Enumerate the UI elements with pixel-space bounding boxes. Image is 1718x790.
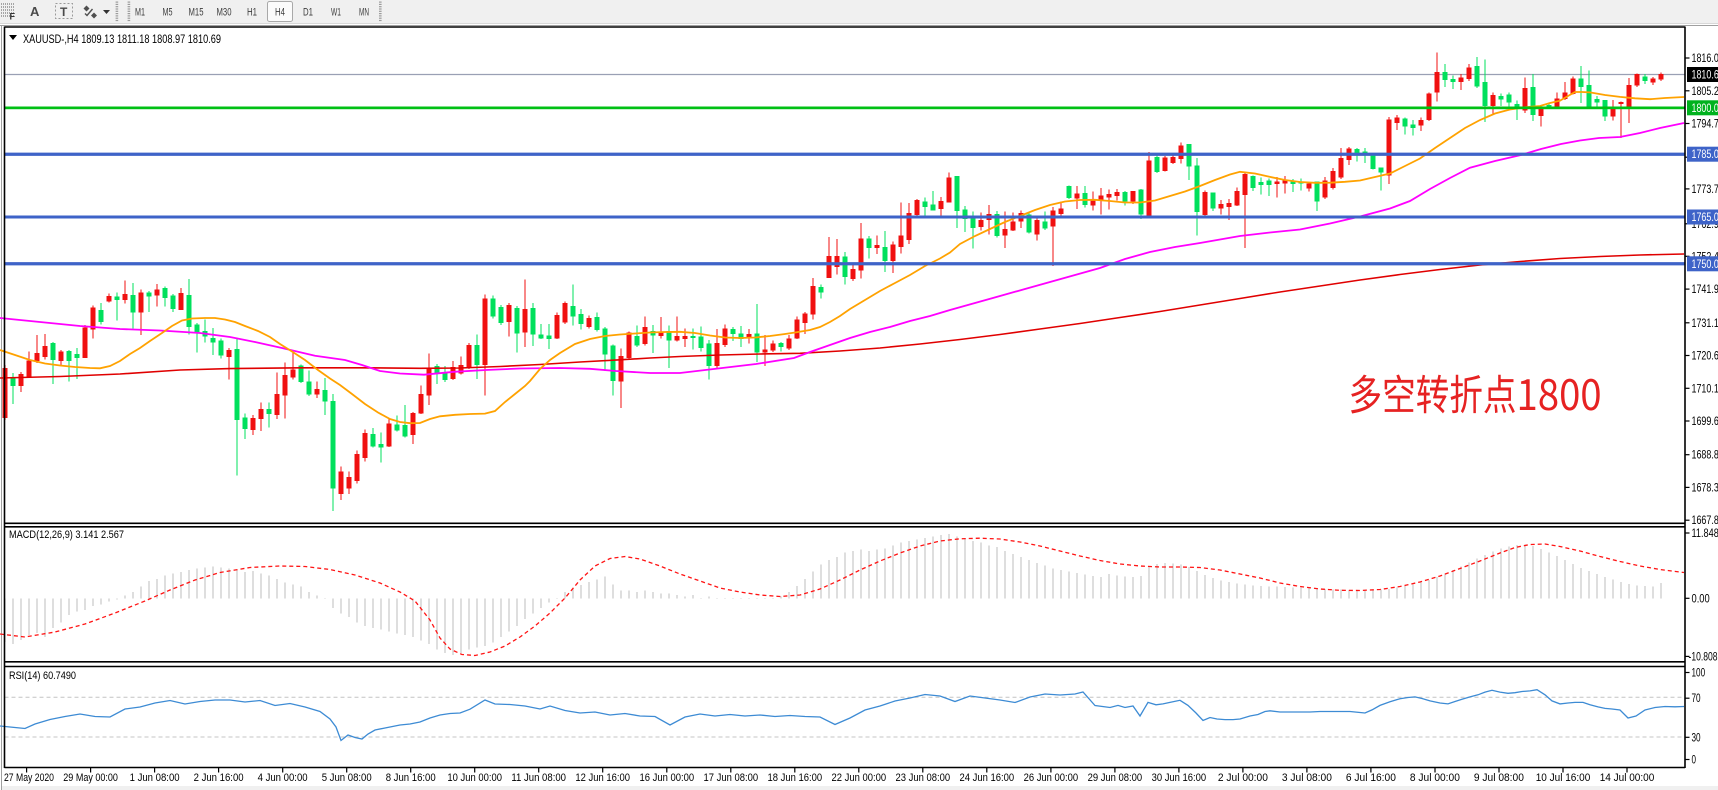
svg-text:MN: MN — [359, 7, 369, 19]
svg-text:1710.1: 1710.1 — [1692, 383, 1718, 395]
svg-text:0.00: 0.00 — [1692, 593, 1710, 605]
svg-text:2 Jun 16:00: 2 Jun 16:00 — [194, 772, 244, 784]
svg-text:30 Jun 16:00: 30 Jun 16:00 — [1152, 772, 1207, 784]
svg-text:1810.6: 1810.6 — [1692, 70, 1718, 82]
svg-text:1 Jun 08:00: 1 Jun 08:00 — [130, 772, 180, 784]
svg-text:30: 30 — [1692, 732, 1701, 744]
svg-text:4 Jun 00:00: 4 Jun 00:00 — [258, 772, 308, 784]
svg-text:12 Jun 16:00: 12 Jun 16:00 — [575, 772, 630, 784]
svg-text:26 Jun 00:00: 26 Jun 00:00 — [1024, 772, 1079, 784]
svg-text:29 Jun 08:00: 29 Jun 08:00 — [1088, 772, 1143, 784]
svg-text:F: F — [10, 12, 16, 22]
svg-text:M30: M30 — [217, 7, 232, 19]
svg-text:1816.0: 1816.0 — [1692, 53, 1718, 65]
svg-text:RSI(14) 60.7490: RSI(14) 60.7490 — [9, 670, 76, 682]
svg-text:T: T — [60, 5, 68, 19]
svg-text:11.848: 11.848 — [1692, 528, 1718, 540]
svg-text:22 Jun 00:00: 22 Jun 00:00 — [832, 772, 887, 784]
svg-text:11 Jun 08:00: 11 Jun 08:00 — [511, 772, 566, 784]
svg-text:18 Jun 16:00: 18 Jun 16:00 — [768, 772, 823, 784]
svg-text:5 Jun 08:00: 5 Jun 08:00 — [322, 772, 372, 784]
svg-text:24 Jun 16:00: 24 Jun 16:00 — [960, 772, 1015, 784]
svg-text:8 Jun 16:00: 8 Jun 16:00 — [386, 772, 436, 784]
svg-text:1720.6: 1720.6 — [1692, 351, 1718, 363]
svg-text:1688.8: 1688.8 — [1692, 450, 1718, 462]
svg-text:16 Jun 00:00: 16 Jun 00:00 — [640, 772, 695, 784]
svg-text:10 Jun 00:00: 10 Jun 00:00 — [447, 772, 502, 784]
svg-text:M15: M15 — [189, 7, 204, 19]
svg-text:H1: H1 — [247, 7, 257, 19]
svg-text:1678.3: 1678.3 — [1692, 482, 1718, 494]
svg-text:2 Jul 00:00: 2 Jul 00:00 — [1218, 772, 1268, 784]
svg-text:1773.7: 1773.7 — [1692, 184, 1718, 196]
svg-text:10 Jul 16:00: 10 Jul 16:00 — [1536, 772, 1591, 784]
svg-text:1800.0: 1800.0 — [1692, 103, 1718, 115]
svg-text:XAUUSD-,H4 1809.13 1811.18 18: XAUUSD-,H4 1809.13 1811.18 1808.97 1810.… — [23, 32, 221, 46]
svg-text:1750.0: 1750.0 — [1692, 259, 1718, 271]
svg-text:27 May 2020: 27 May 2020 — [4, 772, 54, 784]
svg-text:9 Jul 08:00: 9 Jul 08:00 — [1474, 772, 1524, 784]
svg-text:1794.7: 1794.7 — [1692, 119, 1718, 131]
svg-text:3 Jul 08:00: 3 Jul 08:00 — [1282, 772, 1332, 784]
svg-text:M1: M1 — [135, 7, 145, 19]
svg-text:MACD(12,26,9) 3.141 2.567: MACD(12,26,9) 3.141 2.567 — [9, 529, 124, 541]
svg-text:6 Jul 16:00: 6 Jul 16:00 — [1346, 772, 1396, 784]
svg-text:W1: W1 — [331, 7, 341, 19]
svg-text:1785.0: 1785.0 — [1692, 149, 1718, 161]
svg-text:1805.2: 1805.2 — [1692, 86, 1718, 98]
svg-text:100: 100 — [1692, 668, 1706, 680]
svg-text:23 Jun 08:00: 23 Jun 08:00 — [896, 772, 951, 784]
svg-text:M5: M5 — [163, 7, 173, 19]
svg-text:1765.0: 1765.0 — [1692, 212, 1718, 224]
svg-text:14 Jul 00:00: 14 Jul 00:00 — [1600, 772, 1655, 784]
svg-text:1741.9: 1741.9 — [1692, 284, 1718, 296]
svg-text:A: A — [30, 4, 40, 19]
svg-text:29 May 00:00: 29 May 00:00 — [63, 772, 118, 784]
svg-text:H4: H4 — [275, 7, 285, 19]
svg-text:1699.6: 1699.6 — [1692, 416, 1718, 428]
svg-text:D1: D1 — [303, 7, 313, 19]
svg-text:1667.8: 1667.8 — [1692, 515, 1718, 527]
svg-text:8 Jul 00:00: 8 Jul 00:00 — [1410, 772, 1460, 784]
svg-text:-10.808: -10.808 — [1689, 651, 1718, 663]
svg-text:17 Jun 08:00: 17 Jun 08:00 — [704, 772, 759, 784]
svg-text:70: 70 — [1692, 693, 1701, 705]
svg-text:0: 0 — [1692, 755, 1697, 767]
svg-text:1731.1: 1731.1 — [1692, 318, 1718, 330]
